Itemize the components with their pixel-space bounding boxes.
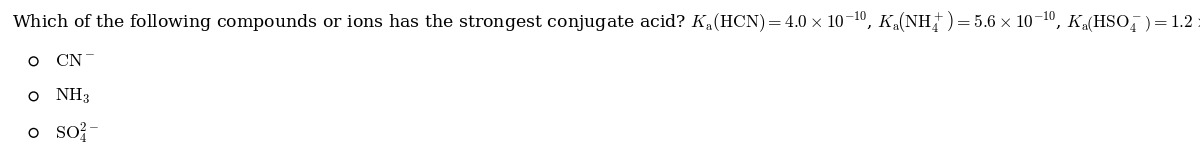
Text: $\mathrm{NH_3}$: $\mathrm{NH_3}$ [55, 87, 91, 106]
Text: Which of the following compounds or ions has the strongest conjugate acid? $K_{\: Which of the following compounds or ions… [12, 10, 1200, 35]
Text: $\mathrm{CN^-}$: $\mathrm{CN^-}$ [55, 52, 96, 70]
Text: $\mathrm{SO_4^{2-}}$: $\mathrm{SO_4^{2-}}$ [55, 120, 100, 146]
